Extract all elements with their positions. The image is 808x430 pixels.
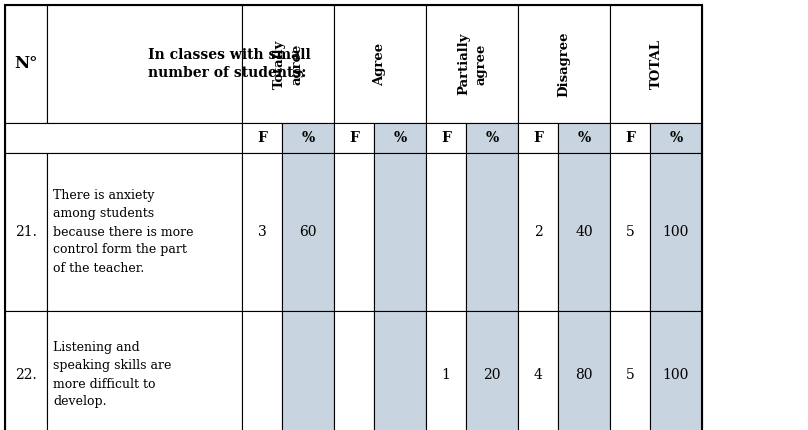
Bar xyxy=(466,123,518,153)
Text: 5: 5 xyxy=(625,368,634,382)
Text: F: F xyxy=(441,131,451,145)
Bar xyxy=(242,5,334,123)
Text: 20: 20 xyxy=(483,368,501,382)
Bar xyxy=(334,5,426,123)
Text: 100: 100 xyxy=(663,225,689,239)
Text: %: % xyxy=(669,131,683,145)
Text: 1: 1 xyxy=(441,368,450,382)
Bar xyxy=(610,5,702,123)
Bar xyxy=(282,311,334,430)
Bar xyxy=(242,123,282,153)
Bar xyxy=(334,153,374,311)
Text: F: F xyxy=(533,131,543,145)
Bar xyxy=(374,311,426,430)
Text: F: F xyxy=(625,131,635,145)
Bar xyxy=(5,311,47,430)
Text: 3: 3 xyxy=(258,225,267,239)
Bar xyxy=(242,311,282,430)
Bar xyxy=(426,123,466,153)
Bar xyxy=(47,5,242,123)
Bar xyxy=(426,153,466,311)
Bar xyxy=(282,153,334,311)
Text: %: % xyxy=(578,131,591,145)
Text: 60: 60 xyxy=(299,225,317,239)
Bar xyxy=(650,153,702,311)
Bar xyxy=(374,123,426,153)
Text: F: F xyxy=(257,131,267,145)
Text: 40: 40 xyxy=(575,225,593,239)
Bar xyxy=(558,153,610,311)
Bar xyxy=(558,311,610,430)
Bar xyxy=(466,153,518,311)
Bar xyxy=(5,5,702,430)
Text: 5: 5 xyxy=(625,225,634,239)
Text: %: % xyxy=(486,131,499,145)
Text: Agree: Agree xyxy=(373,43,386,86)
Bar xyxy=(558,123,610,153)
Text: N°: N° xyxy=(15,55,38,73)
Text: TOTAL: TOTAL xyxy=(650,39,663,89)
Bar xyxy=(334,311,374,430)
Bar xyxy=(650,123,702,153)
Bar xyxy=(426,5,518,123)
Text: %: % xyxy=(301,131,314,145)
Text: Listening and
speaking skills are
more difficult to
develop.: Listening and speaking skills are more d… xyxy=(53,341,171,408)
Bar xyxy=(47,153,242,311)
Text: 22.: 22. xyxy=(15,368,37,382)
Bar xyxy=(518,311,558,430)
Bar xyxy=(5,153,47,311)
Bar xyxy=(650,311,702,430)
Bar xyxy=(426,311,466,430)
Bar xyxy=(242,153,282,311)
Text: 2: 2 xyxy=(533,225,542,239)
Bar xyxy=(282,123,334,153)
Text: Disagree: Disagree xyxy=(558,31,570,97)
Text: %: % xyxy=(393,131,406,145)
Bar xyxy=(466,311,518,430)
Text: 4: 4 xyxy=(533,368,542,382)
Text: In classes with small
number of students:: In classes with small number of students… xyxy=(148,48,310,80)
Text: Partially
agree: Partially agree xyxy=(457,33,487,95)
Bar xyxy=(374,153,426,311)
Bar xyxy=(334,123,374,153)
Bar xyxy=(518,153,558,311)
Bar xyxy=(610,311,650,430)
Bar xyxy=(518,123,558,153)
Bar xyxy=(47,311,242,430)
Text: 100: 100 xyxy=(663,368,689,382)
Bar xyxy=(518,5,610,123)
Text: F: F xyxy=(349,131,359,145)
Text: Totally
agree: Totally agree xyxy=(273,39,303,89)
Text: 21.: 21. xyxy=(15,225,37,239)
Text: There is anxiety
among students
because there is more
control form the part
of t: There is anxiety among students because … xyxy=(53,190,193,274)
Text: 80: 80 xyxy=(575,368,593,382)
Bar xyxy=(610,153,650,311)
Bar xyxy=(5,5,47,123)
Bar xyxy=(610,123,650,153)
Bar xyxy=(5,123,242,153)
